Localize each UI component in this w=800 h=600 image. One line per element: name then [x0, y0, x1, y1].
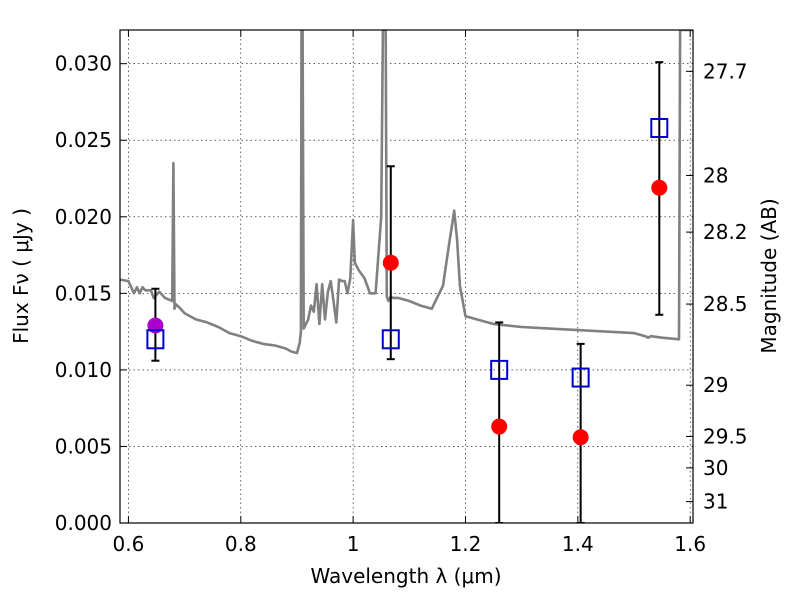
- y-axis: 0.000 0.005 0.010 0.015 0.020 0.025 0.030: [55, 52, 127, 535]
- model-sed-line: [120, 30, 693, 355]
- y-tick-label: 0.020: [55, 205, 112, 229]
- y2-tick-label: 29.5: [703, 424, 748, 448]
- y-axis-label: Flux Fν ( μJy ): [9, 208, 33, 344]
- y-tick-label: 0.000: [55, 511, 112, 535]
- data-point-square: [381, 329, 400, 350]
- y-tick-label: 0.010: [55, 358, 112, 382]
- y2-tick-label: 28.2: [703, 220, 748, 244]
- y2-tick-label: 28: [703, 163, 728, 187]
- y-tick-label: 0.015: [55, 281, 112, 305]
- data-point-square: [490, 359, 509, 380]
- plot-frame: [119, 29, 694, 524]
- x-tick-label: 1.6: [674, 532, 706, 556]
- y-tick-label: 0.025: [55, 128, 112, 152]
- y2-tick-label: 31: [703, 490, 728, 514]
- y2-tick-label: 30: [703, 456, 728, 480]
- data-point-circle: [491, 418, 508, 435]
- secondary-y-axis-label: Magnitude (AB): [757, 198, 781, 353]
- y-tick-label: 0.030: [55, 52, 112, 76]
- data-point-square: [650, 117, 669, 138]
- secondary-y-axis: 27.7 28 28.2 28.5 29 29.5 30 31: [686, 59, 748, 514]
- y2-tick-label: 27.7: [703, 59, 748, 83]
- data-point-circle: [572, 429, 589, 446]
- plot-area: [120, 30, 693, 523]
- y2-tick-label: 29: [703, 373, 728, 397]
- data-point-square: [571, 367, 590, 388]
- x-axis-label: Wavelength λ (μm): [310, 564, 501, 588]
- x-tick-label: 1: [347, 532, 360, 556]
- plot-background: [120, 30, 693, 523]
- data-point-square: [146, 329, 165, 350]
- x-tick-label: 0.6: [113, 532, 145, 556]
- x-tick-label: 1.2: [450, 532, 482, 556]
- x-axis: 0.6 0.8 1 1.2 1.4 1.6: [113, 30, 706, 556]
- y2-tick-label: 28.5: [703, 292, 748, 316]
- x-tick-label: 1.4: [562, 532, 594, 556]
- y-tick-label: 0.005: [55, 434, 112, 458]
- x-tick-label: 0.8: [225, 532, 257, 556]
- data-point-circle: [651, 179, 668, 196]
- data-point-circle: [382, 254, 399, 271]
